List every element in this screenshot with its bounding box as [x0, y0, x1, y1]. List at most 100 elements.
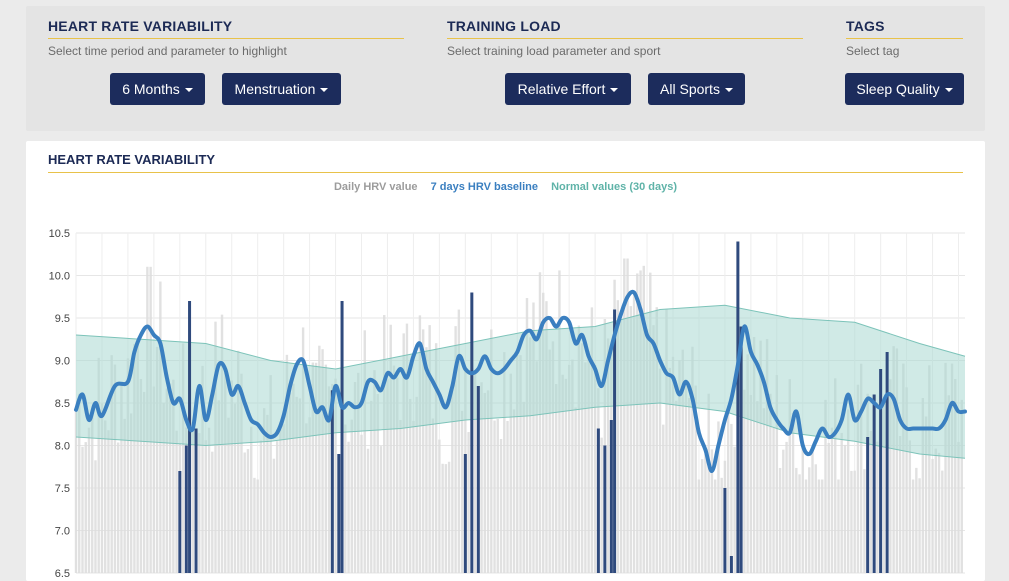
- sport-dropdown-label: All Sports: [660, 81, 720, 97]
- daily-hrv-bar: [772, 427, 775, 573]
- daily-hrv-bar: [675, 400, 678, 573]
- daily-hrv-bar: [808, 467, 811, 573]
- y-tick-label: 10.0: [49, 271, 70, 283]
- daily-hrv-bar: [846, 409, 850, 573]
- daily-hrv-bar: [78, 393, 81, 573]
- daily-hrv-bar: [580, 343, 584, 573]
- daily-hrv-bar: [136, 345, 139, 573]
- daily-hrv-bar: [678, 360, 681, 573]
- daily-hrv-bar: [850, 470, 853, 573]
- daily-hrv-bar: [626, 258, 629, 573]
- daily-hrv-bar: [957, 441, 960, 573]
- highlight-bar: [463, 454, 467, 573]
- daily-hrv-bar: [934, 448, 937, 573]
- daily-hrv-bar: [788, 379, 791, 573]
- daily-hrv-bar: [791, 412, 795, 573]
- highlight-bar: [188, 301, 192, 573]
- daily-hrv-bar: [467, 432, 470, 573]
- daily-hrv-bar: [237, 350, 240, 573]
- daily-hrv-bar: [405, 323, 409, 573]
- legend-normal-values[interactable]: Normal values (30 days): [551, 181, 678, 193]
- highlight-bar: [739, 326, 743, 573]
- daily-hrv-bar: [493, 420, 496, 573]
- training-parameter-dropdown[interactable]: Relative Effort: [505, 73, 631, 105]
- chevron-down-icon: [724, 88, 733, 92]
- daily-hrv-bar: [941, 470, 944, 573]
- daily-hrv-bar: [769, 393, 772, 573]
- y-tick-label: 9.5: [55, 313, 70, 325]
- daily-hrv-bar: [947, 395, 950, 573]
- daily-hrv-bar: [250, 426, 253, 573]
- daily-hrv-bar: [211, 451, 214, 573]
- daily-hrv-bar: [204, 440, 207, 573]
- daily-hrv-bar: [133, 343, 136, 573]
- daily-hrv-bar: [292, 383, 295, 573]
- tag-dropdown[interactable]: Sleep Quality: [845, 73, 964, 105]
- daily-hrv-bar: [856, 384, 860, 573]
- daily-hrv-bar: [623, 258, 626, 573]
- daily-hrv-bar: [882, 401, 886, 573]
- daily-hrv-bar: [165, 388, 169, 573]
- daily-hrv-bar: [327, 386, 331, 573]
- highlight-bar: [596, 428, 600, 573]
- sport-dropdown[interactable]: All Sports: [648, 73, 745, 105]
- daily-hrv-bar: [74, 411, 78, 573]
- legend-daily-hrv[interactable]: Daily HRV value: [333, 181, 418, 193]
- daily-hrv-bar: [415, 396, 418, 573]
- highlight-bar: [476, 386, 480, 573]
- daily-hrv-bar: [649, 272, 652, 573]
- daily-hrv-bar: [782, 449, 785, 573]
- daily-hrv-bar: [785, 441, 788, 573]
- daily-hrv-bar: [473, 372, 477, 573]
- daily-hrv-bar: [665, 308, 668, 573]
- daily-hrv-bar: [587, 350, 590, 573]
- daily-hrv-bar: [516, 354, 519, 573]
- daily-hrv-bar: [795, 467, 798, 573]
- daily-hrv-bar: [863, 469, 866, 573]
- chevron-down-icon: [184, 88, 193, 92]
- daily-hrv-bar: [749, 394, 753, 573]
- daily-hrv-bar: [801, 447, 804, 573]
- parameter-dropdown-label: Menstruation: [234, 81, 316, 97]
- daily-hrv-bar: [837, 479, 840, 573]
- daily-hrv-bar: [658, 368, 662, 573]
- daily-hrv-bar: [506, 421, 509, 573]
- daily-hrv-bar: [123, 418, 126, 573]
- daily-hrv-bar: [525, 298, 529, 573]
- daily-hrv-bar: [434, 343, 438, 573]
- daily-hrv-bar: [710, 449, 714, 573]
- daily-hrv-bar: [752, 336, 756, 573]
- daily-hrv-bar: [671, 356, 675, 573]
- highlight-bar: [872, 394, 876, 573]
- daily-hrv-bar: [224, 372, 227, 573]
- daily-hrv-bar: [308, 417, 311, 573]
- tag-dropdown-label: Sleep Quality: [856, 81, 940, 97]
- parameter-dropdown[interactable]: Menstruation: [222, 73, 341, 105]
- hrv-chart-panel: HEART RATE VARIABILITY Daily HRV value 7…: [26, 141, 985, 581]
- daily-hrv-bar: [662, 424, 665, 573]
- daily-hrv-bar: [181, 343, 185, 573]
- legend-hrv-baseline[interactable]: 7 days HRV baseline: [430, 181, 538, 193]
- daily-hrv-bar: [172, 379, 175, 573]
- daily-hrv-bar: [632, 292, 636, 573]
- daily-hrv-bar: [762, 408, 766, 573]
- daily-hrv-bar: [357, 372, 360, 573]
- daily-hrv-bar: [571, 359, 574, 573]
- daily-hrv-bar: [421, 329, 425, 573]
- highlight-bar: [736, 241, 740, 573]
- daily-hrv-bar: [305, 423, 308, 573]
- daily-hrv-bar: [681, 349, 684, 573]
- daily-hrv-bar: [81, 446, 84, 573]
- daily-hrv-bar: [444, 464, 448, 573]
- daily-hrv-bar: [344, 424, 347, 573]
- daily-hrv-bar: [486, 390, 490, 573]
- daily-hrv-bar: [217, 400, 220, 573]
- daily-hrv-bar: [129, 413, 133, 573]
- daily-hrv-bar: [895, 348, 899, 573]
- period-dropdown[interactable]: 6 Months: [110, 73, 205, 105]
- daily-hrv-bar: [402, 333, 405, 573]
- daily-hrv-bar: [730, 423, 733, 573]
- daily-hrv-bar: [817, 479, 821, 573]
- daily-hrv-bar: [911, 479, 915, 573]
- daily-hrv-bar: [97, 357, 100, 573]
